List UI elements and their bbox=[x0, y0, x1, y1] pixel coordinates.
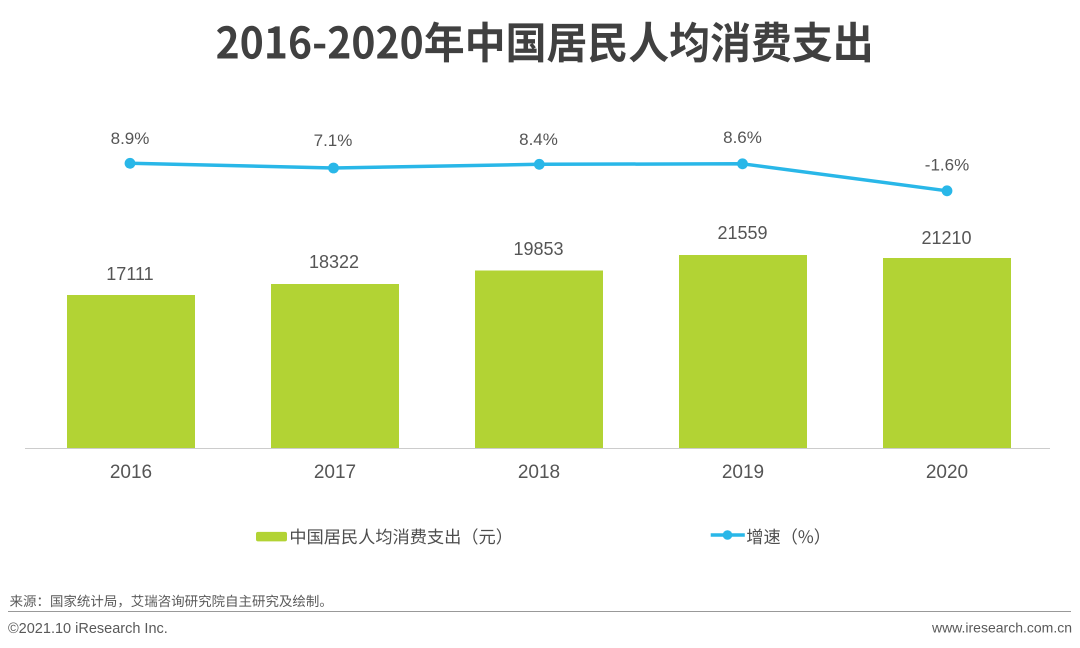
svg-text:21559: 21559 bbox=[717, 223, 767, 243]
svg-text:2016: 2016 bbox=[110, 462, 152, 483]
svg-text:www.iresearch.com.cn: www.iresearch.com.cn bbox=[931, 620, 1072, 636]
svg-text:©2021.10 iResearch Inc.: ©2021.10 iResearch Inc. bbox=[8, 621, 168, 637]
svg-text:18322: 18322 bbox=[309, 252, 359, 272]
svg-text:8.4%: 8.4% bbox=[519, 130, 558, 149]
svg-text:2018: 2018 bbox=[518, 462, 560, 483]
svg-text:7.1%: 7.1% bbox=[314, 131, 353, 150]
svg-text:2019: 2019 bbox=[722, 462, 764, 483]
svg-text:2020: 2020 bbox=[926, 462, 968, 483]
svg-text:19853: 19853 bbox=[513, 239, 563, 259]
svg-text:21210: 21210 bbox=[921, 228, 971, 248]
svg-text:8.9%: 8.9% bbox=[111, 129, 150, 148]
svg-text:8.6%: 8.6% bbox=[723, 128, 762, 147]
svg-text:2017: 2017 bbox=[314, 462, 356, 483]
svg-text:-1.6%: -1.6% bbox=[925, 155, 969, 174]
svg-text:17111: 17111 bbox=[106, 264, 153, 284]
